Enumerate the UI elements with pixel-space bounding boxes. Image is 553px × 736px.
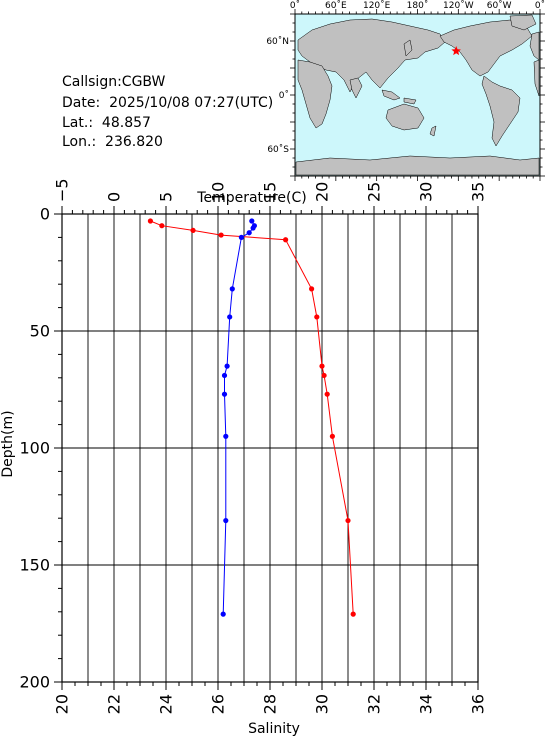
date-text: Date: 2025/10/08 07:27(UTC)	[62, 95, 274, 111]
depth-tick-label: 100	[19, 439, 50, 458]
salinity-point	[220, 611, 226, 617]
depth-axis-label: Depth(m)	[0, 410, 16, 477]
salinity-tick-label: 34	[417, 694, 436, 714]
temperature-tick-label: 10	[209, 182, 228, 202]
salinity-tick-label: 22	[105, 694, 124, 714]
salinity-point	[238, 234, 244, 240]
map-lon-label: 60˚W	[487, 0, 512, 11]
temperature-point	[190, 227, 196, 233]
salinity-point	[246, 230, 252, 236]
temperature-tick-label: −5	[53, 178, 72, 202]
land-new-guinea	[403, 97, 417, 105]
depth-tick-label: 50	[30, 322, 50, 341]
land-japan	[403, 39, 413, 57]
depth-tick-label: 0	[40, 205, 50, 224]
salinity-point	[249, 218, 255, 224]
land-india	[349, 77, 363, 99]
salinity-point	[250, 225, 256, 231]
temperature-point	[314, 314, 320, 320]
temperature-point	[345, 517, 351, 524]
land-antarctica	[295, 155, 540, 176]
temperature-tick-label: 15	[261, 182, 280, 202]
land-greenland	[509, 14, 537, 31]
land-north-america	[439, 19, 533, 77]
salinity-tick-label: 24	[157, 694, 176, 714]
salinity-tick-label: 36	[469, 694, 488, 714]
land-africa-edge	[533, 59, 540, 97]
map-labels: 0˚ 60˚E 120˚E 180˚ 120˚W 60˚W 0˚ 60˚N 0˚ 60˚S	[266, 0, 545, 155]
map-lat-label: 60˚S	[267, 144, 289, 155]
land-new-zealand	[429, 125, 437, 137]
plot-ticks	[54, 206, 479, 690]
salinity-point	[224, 363, 230, 369]
temperature-point	[218, 232, 224, 238]
temperature-axis-label: Temperature(C)	[196, 190, 306, 206]
map-lon-label: 60˚E	[325, 0, 347, 11]
longitude-text: Lon.: 236.820	[62, 134, 163, 150]
land-indonesia	[381, 89, 401, 101]
map-lat-label: 60˚N	[266, 36, 289, 47]
salinity-point	[223, 433, 229, 439]
salinity-tick-label: 32	[365, 694, 384, 714]
depth-tick-label: 200	[19, 673, 50, 692]
map-frame-ticks	[290, 9, 545, 181]
salinity-point	[221, 372, 228, 379]
temperature-tick-label: 0	[105, 192, 124, 202]
temperature-point	[321, 372, 327, 379]
callsign-text: Callsign:CGBW	[62, 74, 166, 90]
salinity-point	[229, 286, 235, 292]
salinity-tick-label: 28	[261, 694, 280, 714]
map-lat-label: 0˚	[279, 90, 289, 101]
temperature-tick-label: 30	[417, 182, 436, 202]
temperature-point	[350, 611, 356, 617]
temperature-point	[309, 286, 315, 292]
salinity-axis-label: Salinity	[248, 721, 300, 736]
world-map: 0˚ 60˚E 120˚E 180˚ 120˚W 60˚W 0˚ 60˚N 0˚ 60˚S	[266, 0, 545, 181]
salinity-profile-line	[222, 220, 255, 615]
salinity-tick-label: 26	[209, 694, 228, 714]
salinity-tick-label: 20	[53, 694, 72, 714]
map-marker	[451, 46, 461, 56]
salinity-point	[223, 517, 229, 524]
temperature-tick-label: 25	[365, 182, 384, 202]
salinity-point	[221, 391, 228, 397]
temperature-tick-label: 20	[313, 182, 332, 202]
map-lon-label: 0˚	[290, 0, 300, 11]
land-africa	[297, 59, 333, 129]
depth-tick-label: 150	[19, 556, 50, 575]
profile-series	[147, 218, 356, 617]
plot-grid	[62, 214, 478, 682]
map-lon-label: 120˚W	[443, 0, 474, 11]
temperature-point	[329, 433, 335, 439]
latitude-text: Lat.: 48.857	[62, 115, 151, 131]
temperature-point	[147, 218, 153, 224]
temperature-tick-label: 35	[469, 182, 488, 202]
station-star-icon	[451, 46, 461, 56]
temperature-point	[283, 237, 289, 243]
salinity-tick-label: 30	[313, 694, 332, 714]
land-south-america	[481, 75, 521, 147]
temperature-point	[324, 391, 330, 397]
map-lon-label: 120˚E	[363, 0, 391, 11]
temperature-profile-line	[150, 220, 354, 615]
temperature-tick-label: 5	[157, 192, 176, 202]
temperature-point	[319, 363, 325, 369]
land-australia	[385, 103, 425, 131]
temperature-point	[159, 223, 165, 229]
land-europe-edge	[529, 31, 540, 61]
salinity-point	[227, 314, 233, 320]
map-lon-label: 180˚	[407, 0, 429, 11]
map-lon-label: 0˚	[535, 0, 545, 11]
map-land	[295, 14, 540, 176]
